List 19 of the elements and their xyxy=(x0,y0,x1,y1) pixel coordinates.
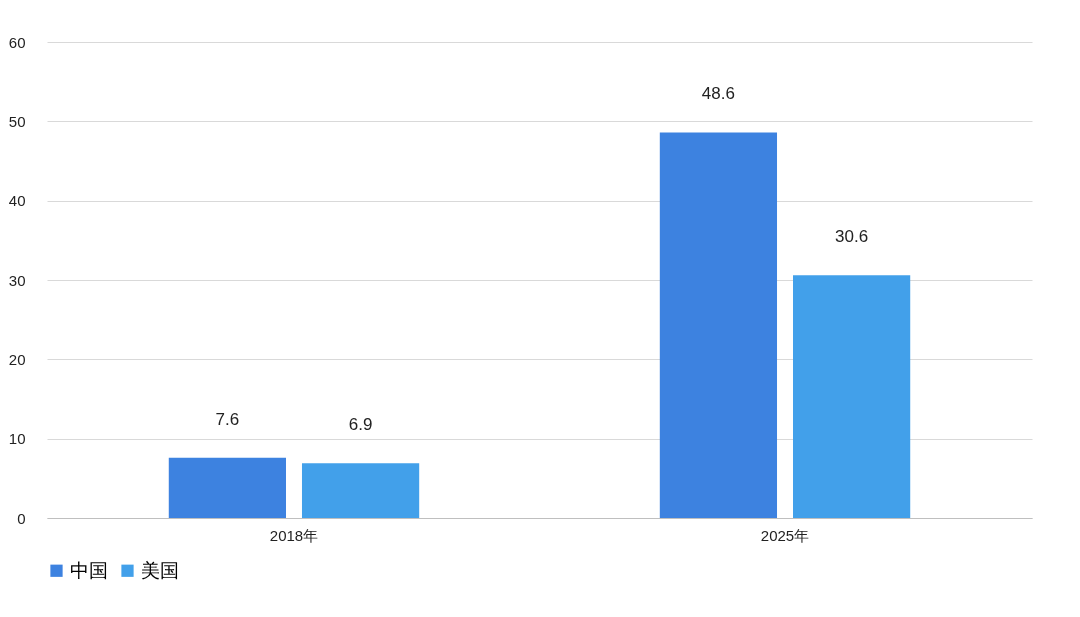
legend-label: 美国 xyxy=(141,559,179,581)
y-tick-label: 10 xyxy=(8,430,26,448)
data-label: 48.6 xyxy=(701,84,735,104)
legend-label: 中国 xyxy=(70,559,108,581)
bar xyxy=(168,457,286,518)
bar xyxy=(793,275,911,518)
data-label: 6.9 xyxy=(348,415,373,435)
x-tick-label: 2025年 xyxy=(760,526,810,544)
data-label: 7.6 xyxy=(215,409,240,429)
y-tick-label: 60 xyxy=(8,33,26,51)
data-label: 30.6 xyxy=(835,227,869,247)
y-tick-label: 50 xyxy=(8,112,26,130)
bar xyxy=(301,463,420,518)
y-tick-label: 20 xyxy=(8,350,26,368)
y-tick-label: 30 xyxy=(8,271,26,289)
y-tick-label: 0 xyxy=(17,509,26,527)
bar xyxy=(659,132,778,518)
x-tick-label: 2018年 xyxy=(269,526,319,544)
y-tick-label: 40 xyxy=(8,192,26,210)
